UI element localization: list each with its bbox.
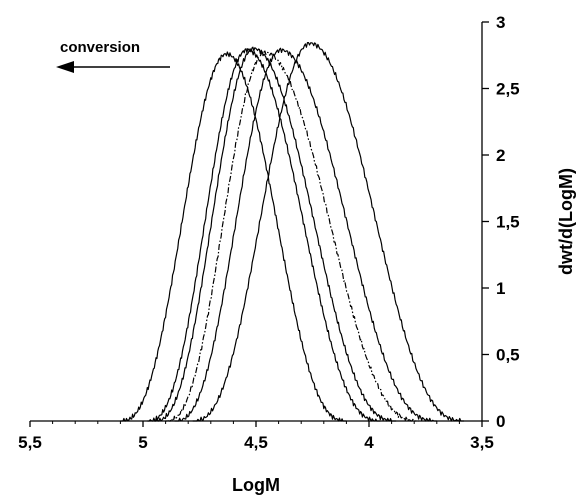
y-ticks: 0 0,5 1 1,5 2 2,5 3 <box>482 13 520 431</box>
series-line-1 <box>120 51 347 422</box>
series-line-2 <box>147 48 381 422</box>
y-axis-title: dwt/d(LogM) <box>556 168 576 275</box>
x-ticks: 5,5 5 4,5 4 3,5 <box>18 421 494 452</box>
x-tick-label: 4,5 <box>244 433 268 452</box>
y-tick-label: 1,5 <box>496 213 520 232</box>
y-tick-label: 2 <box>496 146 505 165</box>
series-line-5 <box>174 47 437 422</box>
conversion-arrow-icon <box>56 61 170 73</box>
x-axis-title: LogM <box>232 475 280 495</box>
y-tick-label: 0 <box>496 412 505 431</box>
y-tick-label: 1 <box>496 279 505 298</box>
y-tick-label: 2,5 <box>496 80 520 99</box>
y-tick-label: 0,5 <box>496 346 520 365</box>
x-tick-label: 4 <box>364 433 374 452</box>
curves-group <box>120 41 464 422</box>
x-tick-label: 5 <box>138 433 147 452</box>
series-line-4 <box>165 50 419 422</box>
series-line-6 <box>192 41 464 422</box>
arrow-head <box>56 61 74 73</box>
series-line-3 <box>154 46 397 422</box>
conversion-annotation: conversion <box>60 39 140 56</box>
x-tick-label: 5,5 <box>18 433 42 452</box>
y-tick-label: 3 <box>496 13 505 32</box>
x-tick-label: 3,5 <box>470 433 494 452</box>
